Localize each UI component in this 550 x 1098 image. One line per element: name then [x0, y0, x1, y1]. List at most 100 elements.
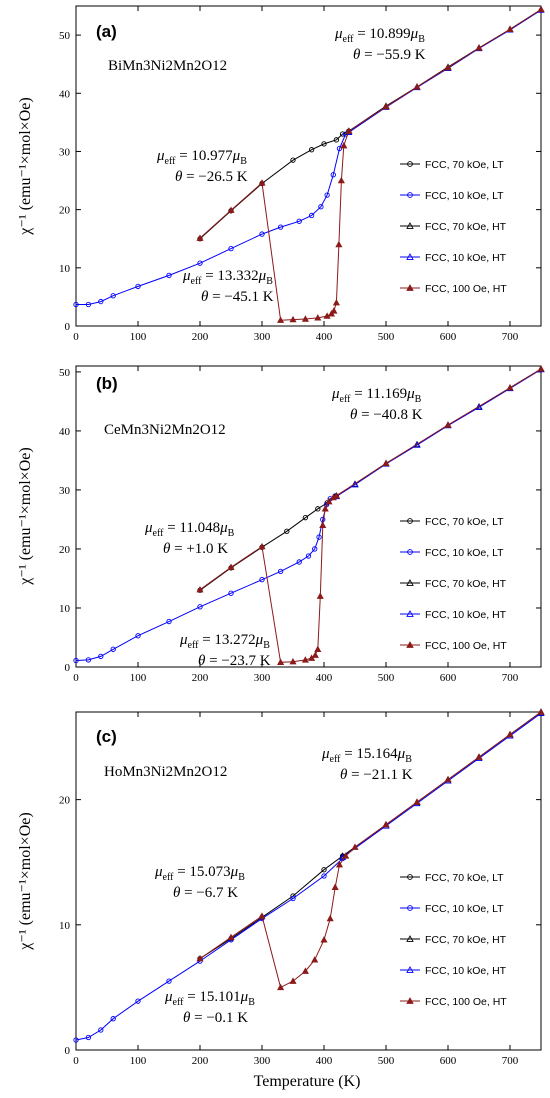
- x-tick-label: 0: [73, 331, 79, 343]
- theta-annotation: θ = +1.0 K: [163, 541, 228, 557]
- data-point: [444, 421, 452, 428]
- data-point: [537, 5, 545, 13]
- data-point: [73, 657, 79, 664]
- data-point: [73, 301, 79, 308]
- y-axis-title: χ⁻¹ (emu⁻¹×mol×Oe): [17, 97, 34, 235]
- legend-label: FCC, 100 Oe, HT: [425, 996, 507, 1008]
- data-series: [339, 709, 545, 860]
- data-point: [289, 657, 297, 665]
- data-series: [196, 5, 545, 323]
- data-point: [228, 590, 234, 596]
- data-point: [259, 231, 265, 237]
- mu-eff-annotation: μeff = 11.169μB: [331, 386, 422, 405]
- x-tick-label: 300: [254, 331, 271, 343]
- panel-label: (b): [96, 374, 118, 393]
- data-point: [290, 157, 296, 163]
- legend-label: FCC, 10 kOe, HT: [425, 965, 507, 977]
- y-tick-label: 0: [65, 1045, 71, 1057]
- data-point: [166, 978, 172, 984]
- data-point: [166, 618, 172, 625]
- legend-label: FCC, 100 Oe, HT: [425, 283, 507, 295]
- data-point: [110, 646, 116, 652]
- legend-marker: [406, 579, 414, 586]
- x-tick-label: 300: [254, 672, 271, 684]
- data-point: [258, 912, 266, 919]
- y-tick-label: 30: [59, 146, 71, 158]
- data-point: [85, 301, 92, 308]
- legend-marker: [407, 549, 413, 555]
- chart-panel: 0 100 200 300 400 500 600 700 0 10 20 χ⁻¹ (emu⁻¹×mo…: [17, 708, 545, 1067]
- data-point: [314, 645, 322, 652]
- legend-label: FCC, 70 kOe, HT: [425, 578, 507, 590]
- data-point: [85, 657, 92, 663]
- legend-marker: [406, 966, 414, 973]
- series-line: [76, 133, 347, 305]
- legend-label: FCC, 70 kOe, HT: [425, 934, 507, 946]
- data-point: [259, 577, 265, 583]
- y-axis-title: χ⁻¹ (emu⁻¹×mol×Oe): [17, 812, 34, 950]
- x-tick-label: 300: [254, 1055, 271, 1067]
- x-tick-label: 100: [130, 1055, 147, 1067]
- legend-label: FCC, 70 kOe, HT: [425, 221, 507, 233]
- data-point: [444, 63, 452, 71]
- data-point: [321, 505, 329, 512]
- y-tick-label: 40: [59, 426, 71, 438]
- data-series: [73, 131, 349, 308]
- x-tick-label: 700: [502, 1055, 519, 1067]
- theta-annotation: θ = −40.8 K: [350, 407, 423, 423]
- legend-marker: [406, 253, 414, 260]
- mu-eff-annotation: μeff = 13.332μB: [182, 268, 273, 287]
- legend: FCC, 70 kOe, LT FCC, 10 kOe, LT FCC, 70 kO…: [400, 516, 507, 652]
- data-point: [308, 212, 315, 219]
- legend-label: FCC, 10 kOe, HT: [425, 609, 507, 621]
- y-tick-label: 20: [59, 795, 71, 807]
- data-point: [537, 708, 545, 715]
- data-point: [324, 192, 330, 198]
- data-point: [98, 1027, 104, 1033]
- data-point: [336, 145, 343, 152]
- data-point: [85, 1034, 92, 1041]
- compound-formula: CeMn3Ni2Mn2O12: [104, 422, 226, 438]
- panel-label: (c): [96, 727, 117, 746]
- legend-label: FCC, 10 kOe, LT: [425, 190, 504, 202]
- data-point: [339, 131, 346, 137]
- data-point: [277, 658, 285, 665]
- data-point: [296, 559, 302, 565]
- x-tick-label: 200: [192, 331, 209, 343]
- x-tick-label: 500: [378, 672, 395, 684]
- data-point: [382, 820, 390, 828]
- plot-frame: [75, 711, 542, 1051]
- data-point: [330, 172, 336, 178]
- data-point: [311, 956, 319, 963]
- y-tick-label: 0: [65, 662, 71, 674]
- data-point: [135, 998, 141, 1004]
- data-point: [345, 127, 353, 134]
- data-point: [333, 137, 340, 143]
- data-point: [382, 459, 390, 467]
- y-tick-label: 10: [59, 263, 71, 275]
- legend-marker: [406, 610, 414, 617]
- theta-annotation: θ = −45.1 K: [201, 289, 274, 305]
- legend-marker: [406, 284, 414, 291]
- x-tick-label: 0: [73, 1055, 79, 1067]
- data-point: [289, 977, 297, 984]
- data-point: [335, 860, 344, 868]
- y-axis-title: χ⁻¹ (emu⁻¹×mol×Oe): [17, 447, 34, 585]
- data-point: [320, 936, 328, 943]
- theta-annotation: θ = −21.1 K: [340, 767, 413, 783]
- data-point: [73, 1037, 79, 1043]
- y-tick-label: 0: [65, 321, 71, 333]
- data-point: [258, 179, 266, 186]
- data-point: [289, 315, 297, 323]
- y-tick-label: 30: [59, 485, 71, 497]
- x-tick-label: 400: [316, 1055, 333, 1067]
- legend-marker: [407, 161, 413, 167]
- series-line: [336, 369, 542, 497]
- mu-eff-annotation: μeff = 15.101μB: [164, 989, 255, 1008]
- x-axis-title: Temperature (K): [254, 1073, 361, 1090]
- data-point: [315, 506, 321, 512]
- data-series: [196, 708, 545, 991]
- data-point: [135, 633, 141, 639]
- legend-marker: [406, 641, 414, 648]
